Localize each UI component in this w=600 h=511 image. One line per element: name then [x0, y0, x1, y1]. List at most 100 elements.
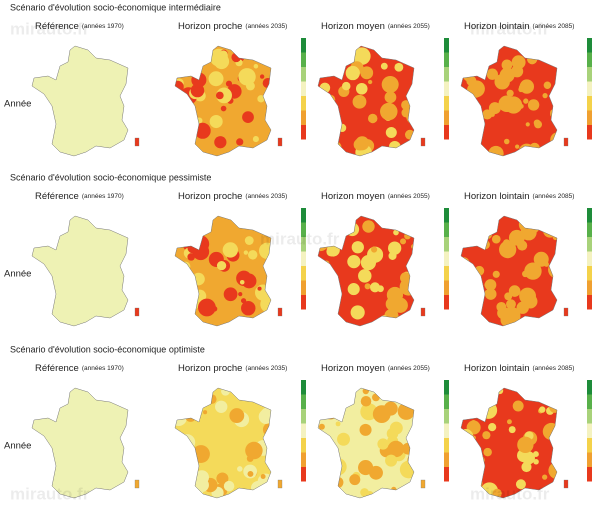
map-patch: [318, 124, 326, 135]
legend-swatch: [444, 52, 449, 67]
map-patch: [461, 475, 470, 484]
map-patch: [464, 309, 481, 326]
column-period: (années 2085): [532, 193, 574, 200]
corsica: [134, 479, 140, 489]
map-fill: [461, 388, 557, 498]
watermark: mirauto.fr: [260, 229, 340, 248]
map-patch: [389, 421, 403, 435]
map-patch: [508, 426, 516, 434]
map-outline: [31, 387, 129, 499]
watermark: mirauto.fr: [10, 484, 90, 503]
map-patch: [461, 431, 468, 440]
france-map: [31, 215, 140, 327]
map-patch: [185, 410, 197, 422]
map-outline: [317, 45, 415, 157]
column-header: Horizon moyen (années 2055): [321, 363, 430, 374]
map-patch: [198, 216, 210, 224]
legend-swatch: [587, 394, 592, 409]
column-period: (années 2035): [245, 23, 287, 30]
corsica: [277, 479, 283, 489]
map-patch: [352, 94, 367, 109]
map-patch: [216, 260, 227, 271]
legend-swatch: [587, 52, 592, 67]
legend-swatch: [301, 110, 306, 125]
map-patch: [178, 434, 196, 451]
map-patch: [183, 269, 189, 274]
column-label: Référence: [35, 191, 79, 202]
map-patch: [498, 95, 515, 113]
map-patch: [269, 217, 271, 222]
corsica: [420, 307, 426, 317]
map-patch: [187, 63, 192, 68]
watermark: mirauto.fr: [10, 19, 90, 38]
map-outline: [460, 215, 558, 327]
legend-swatch: [587, 67, 592, 82]
column-label: Horizon moyen: [321, 191, 385, 202]
map-patch: [515, 479, 526, 490]
france-map: [317, 387, 426, 499]
corsica: [563, 479, 569, 489]
map-outline: [31, 45, 129, 157]
map-patch: [551, 262, 557, 269]
column-period: (années 2055): [388, 23, 430, 30]
map-patch: [411, 244, 414, 249]
legend-swatch: [444, 208, 449, 223]
map-patch: [194, 478, 209, 493]
map-patch: [385, 321, 390, 326]
france-map: [31, 45, 140, 157]
map-patch: [527, 99, 540, 111]
legend-swatch: [587, 423, 592, 438]
legend-swatch: [301, 266, 306, 281]
map-patch: [258, 242, 271, 259]
column-header: Horizon lointain (années 2085): [464, 363, 574, 374]
map-patch: [367, 246, 384, 263]
legend-swatch: [301, 237, 306, 252]
map-patch: [525, 122, 530, 127]
map-patch: [480, 240, 490, 250]
legend-swatch: [587, 222, 592, 237]
map-patch: [542, 422, 557, 441]
map-patch: [175, 409, 187, 427]
map-patch: [530, 50, 540, 60]
map-patch: [360, 66, 374, 80]
map-patch: [179, 46, 191, 57]
column-label: Horizon moyen: [321, 21, 385, 32]
legend-swatch: [444, 423, 449, 438]
map-patch: [318, 423, 325, 430]
map-patch: [252, 136, 259, 143]
map-patch: [337, 398, 345, 407]
map-patch: [404, 219, 414, 235]
map-patch: [385, 126, 397, 139]
column-period: (années 2055): [388, 365, 430, 372]
legend-swatch: [444, 81, 449, 96]
column-label: Horizon lointain: [464, 191, 529, 202]
map-patch: [223, 480, 235, 492]
map-patch: [517, 436, 534, 453]
map-patch: [320, 456, 327, 462]
corsica: [134, 137, 140, 147]
map-patch: [506, 89, 514, 97]
legend-swatch: [301, 251, 306, 266]
map-patch: [411, 116, 414, 123]
map-patch: [268, 437, 271, 443]
map-patch: [549, 400, 557, 413]
map-patch: [345, 65, 360, 81]
legend-swatch: [301, 96, 306, 111]
france-map: [174, 45, 283, 157]
legend-swatch: [587, 125, 592, 140]
map-patch: [491, 234, 501, 244]
map-fill: [32, 46, 128, 156]
map-patch: [220, 105, 227, 112]
legend-swatch: [444, 295, 449, 310]
map-patch: [543, 81, 552, 89]
map-patch: [318, 102, 327, 110]
map-patch: [534, 394, 540, 399]
map-patch: [402, 442, 414, 455]
map-patch: [337, 432, 350, 446]
map-patch: [542, 93, 548, 99]
map-patch: [400, 238, 407, 245]
legend-swatch: [444, 67, 449, 82]
map-patch: [218, 50, 228, 60]
column-label: Référence: [35, 363, 79, 374]
legend-swatch: [587, 251, 592, 266]
